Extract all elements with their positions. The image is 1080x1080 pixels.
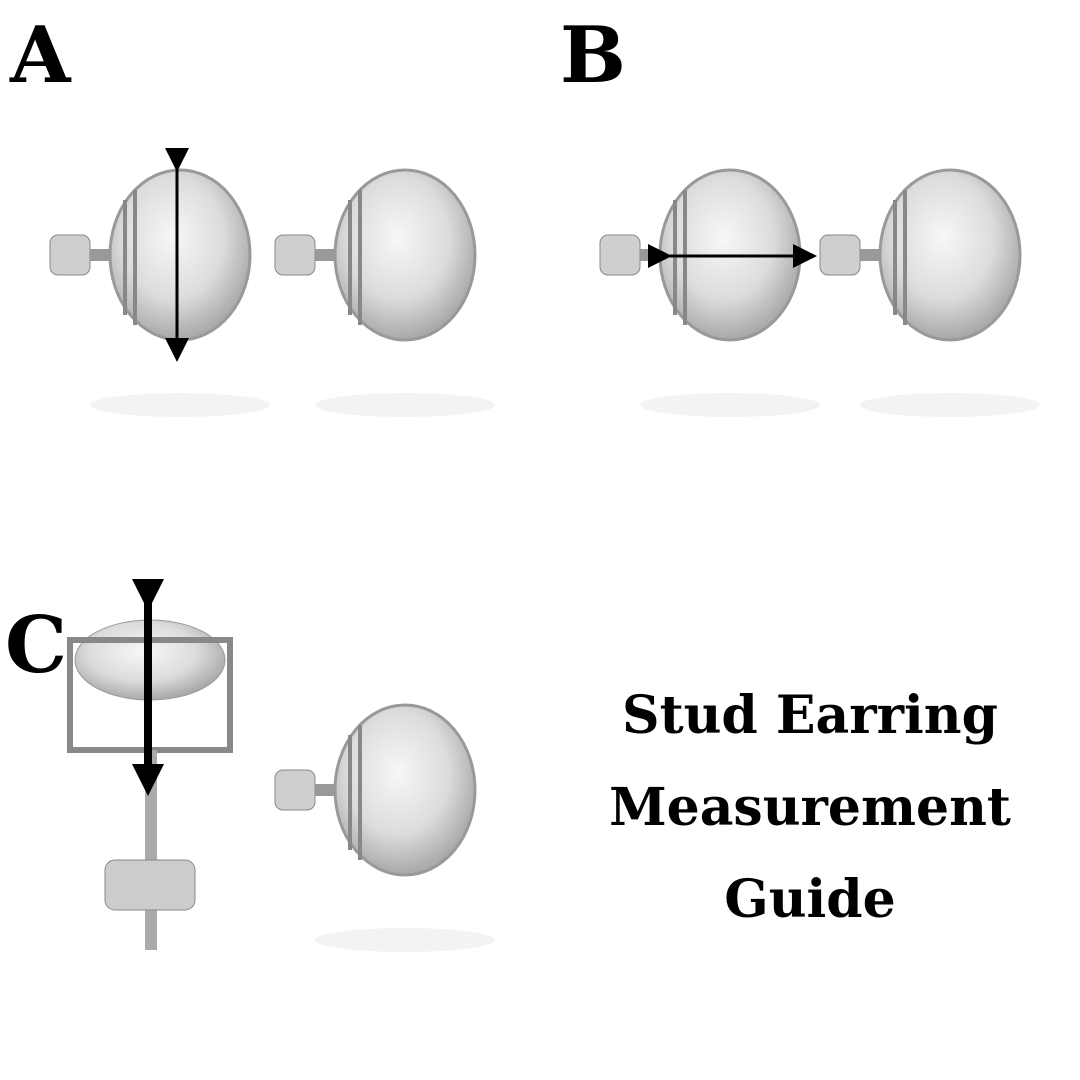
title-line-1: Stud Earring bbox=[622, 685, 998, 746]
earring-pair-b bbox=[598, 168, 1042, 419]
title-line-2: Measurement bbox=[609, 777, 1011, 838]
earring-c-front bbox=[273, 703, 497, 954]
label-b: B bbox=[560, 10, 626, 101]
earring-pair-a bbox=[48, 168, 497, 419]
title-line-3: Guide bbox=[724, 869, 896, 930]
label-a: A bbox=[10, 10, 71, 101]
label-c: C bbox=[5, 600, 68, 691]
guide-title: Stud Earring Measurement Guide bbox=[600, 670, 1020, 946]
